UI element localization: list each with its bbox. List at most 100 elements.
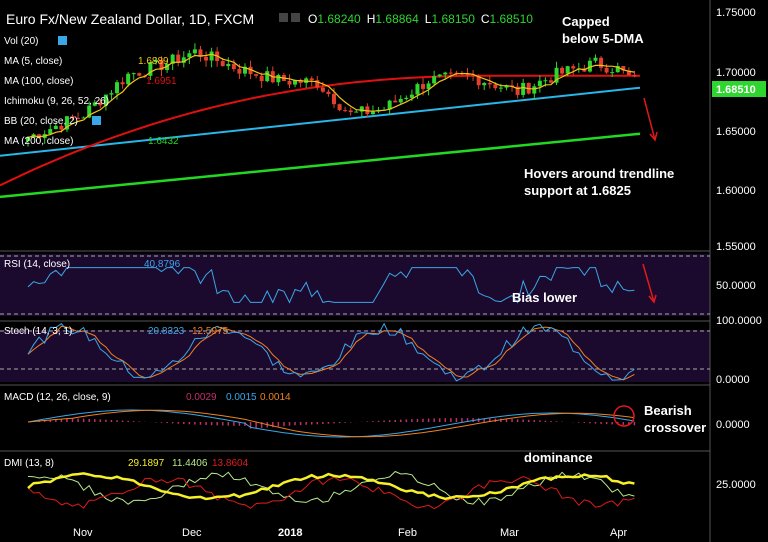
candle-body bbox=[593, 57, 598, 61]
candle-body bbox=[387, 100, 392, 110]
candle-body bbox=[370, 111, 375, 115]
candle-body bbox=[560, 67, 565, 74]
candle-body bbox=[148, 62, 153, 76]
annotation-capped-1: Capped bbox=[562, 14, 610, 29]
annotation-capped-2: below 5-DMA bbox=[562, 31, 644, 46]
candle-body bbox=[137, 73, 142, 76]
candle-body bbox=[304, 78, 309, 83]
macd-tick: 0.0000 bbox=[716, 419, 750, 431]
candle-body bbox=[115, 82, 120, 94]
candle-body bbox=[554, 67, 559, 83]
candle-body bbox=[393, 100, 398, 103]
candle-body bbox=[610, 72, 615, 74]
ohlc-l-value: 1.68150 bbox=[431, 12, 475, 26]
ohlc-o-value: 1.68240 bbox=[317, 12, 361, 26]
candle-body bbox=[504, 85, 509, 88]
panel-separators bbox=[0, 0, 711, 542]
annotation-dominance: dominance bbox=[524, 450, 593, 465]
dmi-label[interactable]: DMI (13, 8) bbox=[4, 458, 54, 469]
candle-body bbox=[437, 74, 442, 77]
legend-bb[interactable]: BB (20, close, 2) bbox=[4, 116, 78, 127]
macd-line bbox=[27, 409, 635, 438]
stoch-k-value: 20.8323 bbox=[148, 326, 185, 337]
candle-body bbox=[220, 61, 225, 67]
candle-body bbox=[543, 80, 548, 82]
candle-body bbox=[432, 76, 437, 84]
candle-body bbox=[198, 49, 203, 57]
osc-layer bbox=[27, 267, 636, 510]
candle-body bbox=[337, 104, 342, 111]
candle-body bbox=[348, 110, 353, 113]
ma100-line bbox=[0, 74, 640, 187]
stoch-tick-bottom: 0.0000 bbox=[716, 374, 750, 386]
osc-bounds bbox=[0, 255, 710, 370]
legend-vol[interactable]: Vol (20) bbox=[4, 36, 38, 47]
stoch-label[interactable]: Stoch (14, 3, 1) bbox=[4, 326, 72, 337]
candle-body bbox=[103, 94, 108, 106]
macd-signal-value: 0.0014 bbox=[260, 392, 291, 403]
candle-body bbox=[70, 116, 75, 118]
candle-body bbox=[493, 84, 498, 89]
candle-body bbox=[632, 75, 637, 77]
x-tick: Apr bbox=[610, 527, 627, 539]
candle-body bbox=[354, 111, 359, 113]
legend-ma5[interactable]: MA (5, close) bbox=[4, 56, 62, 67]
dmi-plus-line bbox=[27, 470, 635, 506]
macd-hist-value: 0.0029 bbox=[186, 392, 217, 403]
candle-body bbox=[59, 125, 64, 130]
candle-body bbox=[359, 106, 364, 112]
candle-body bbox=[365, 106, 370, 115]
legend-ma100-value: 1.6951 bbox=[146, 76, 177, 87]
stoch-d-value: 12.5975 bbox=[192, 326, 229, 337]
candle-body bbox=[515, 86, 520, 95]
rsi-label[interactable]: RSI (14, close) bbox=[4, 259, 70, 270]
candle-body bbox=[409, 94, 414, 98]
candle-body bbox=[48, 129, 53, 135]
annotation-bearish-1: Bearish bbox=[644, 403, 692, 418]
candle-body bbox=[131, 73, 136, 75]
ohlc-l-label: L bbox=[425, 12, 432, 26]
arrow-rsi bbox=[642, 263, 657, 304]
candle-body bbox=[26, 137, 30, 141]
dmi-tick: 25.0000 bbox=[716, 479, 756, 491]
macd-label[interactable]: MACD (12, 26, close, 9) bbox=[4, 392, 111, 403]
candle-body bbox=[259, 75, 264, 82]
candle-body bbox=[626, 70, 631, 76]
annotation-hovers-1: Hovers around trendline bbox=[524, 166, 674, 181]
candle-body bbox=[153, 59, 158, 63]
stoch-panel-bg bbox=[0, 330, 710, 382]
legend-ma100[interactable]: MA (100, close) bbox=[4, 76, 73, 87]
rsi-tick: 50.0000 bbox=[716, 280, 756, 292]
candle-body bbox=[320, 87, 325, 92]
settings-icon[interactable] bbox=[58, 36, 67, 45]
annotation-bearish-2: crossover bbox=[644, 420, 706, 435]
candle-body bbox=[426, 83, 431, 89]
price-layer bbox=[0, 43, 641, 199]
settings-icon[interactable] bbox=[92, 116, 101, 125]
ohlc-h-value: 1.68864 bbox=[375, 12, 419, 26]
candle-body bbox=[181, 57, 186, 63]
macd-signal-line bbox=[27, 409, 635, 438]
trendline bbox=[0, 86, 641, 157]
series-line bbox=[27, 53, 635, 139]
candle-body bbox=[443, 72, 448, 75]
candle-body bbox=[476, 76, 481, 86]
candle-body bbox=[571, 66, 576, 69]
candle-body bbox=[76, 117, 81, 119]
price-box bbox=[712, 81, 766, 97]
crossover-circle bbox=[613, 405, 635, 427]
dmi-adx-line bbox=[27, 472, 635, 501]
candle-body bbox=[98, 102, 103, 106]
candle-body bbox=[615, 66, 620, 73]
candle-body bbox=[332, 93, 336, 105]
legend-ma200[interactable]: MA (200, close) bbox=[4, 136, 73, 147]
candle-body bbox=[421, 84, 426, 89]
x-tick: Dec bbox=[182, 527, 202, 539]
candle-body bbox=[120, 82, 125, 85]
candle-body bbox=[226, 63, 231, 67]
y-tick: 1.75000 bbox=[716, 7, 756, 19]
annotation-hovers-2: support at 1.6825 bbox=[524, 183, 631, 198]
candle-body bbox=[87, 105, 92, 118]
legend-ichimoku[interactable]: Ichimoku (9, 26, 52, 26) bbox=[4, 96, 109, 107]
arrow-price bbox=[643, 97, 658, 142]
